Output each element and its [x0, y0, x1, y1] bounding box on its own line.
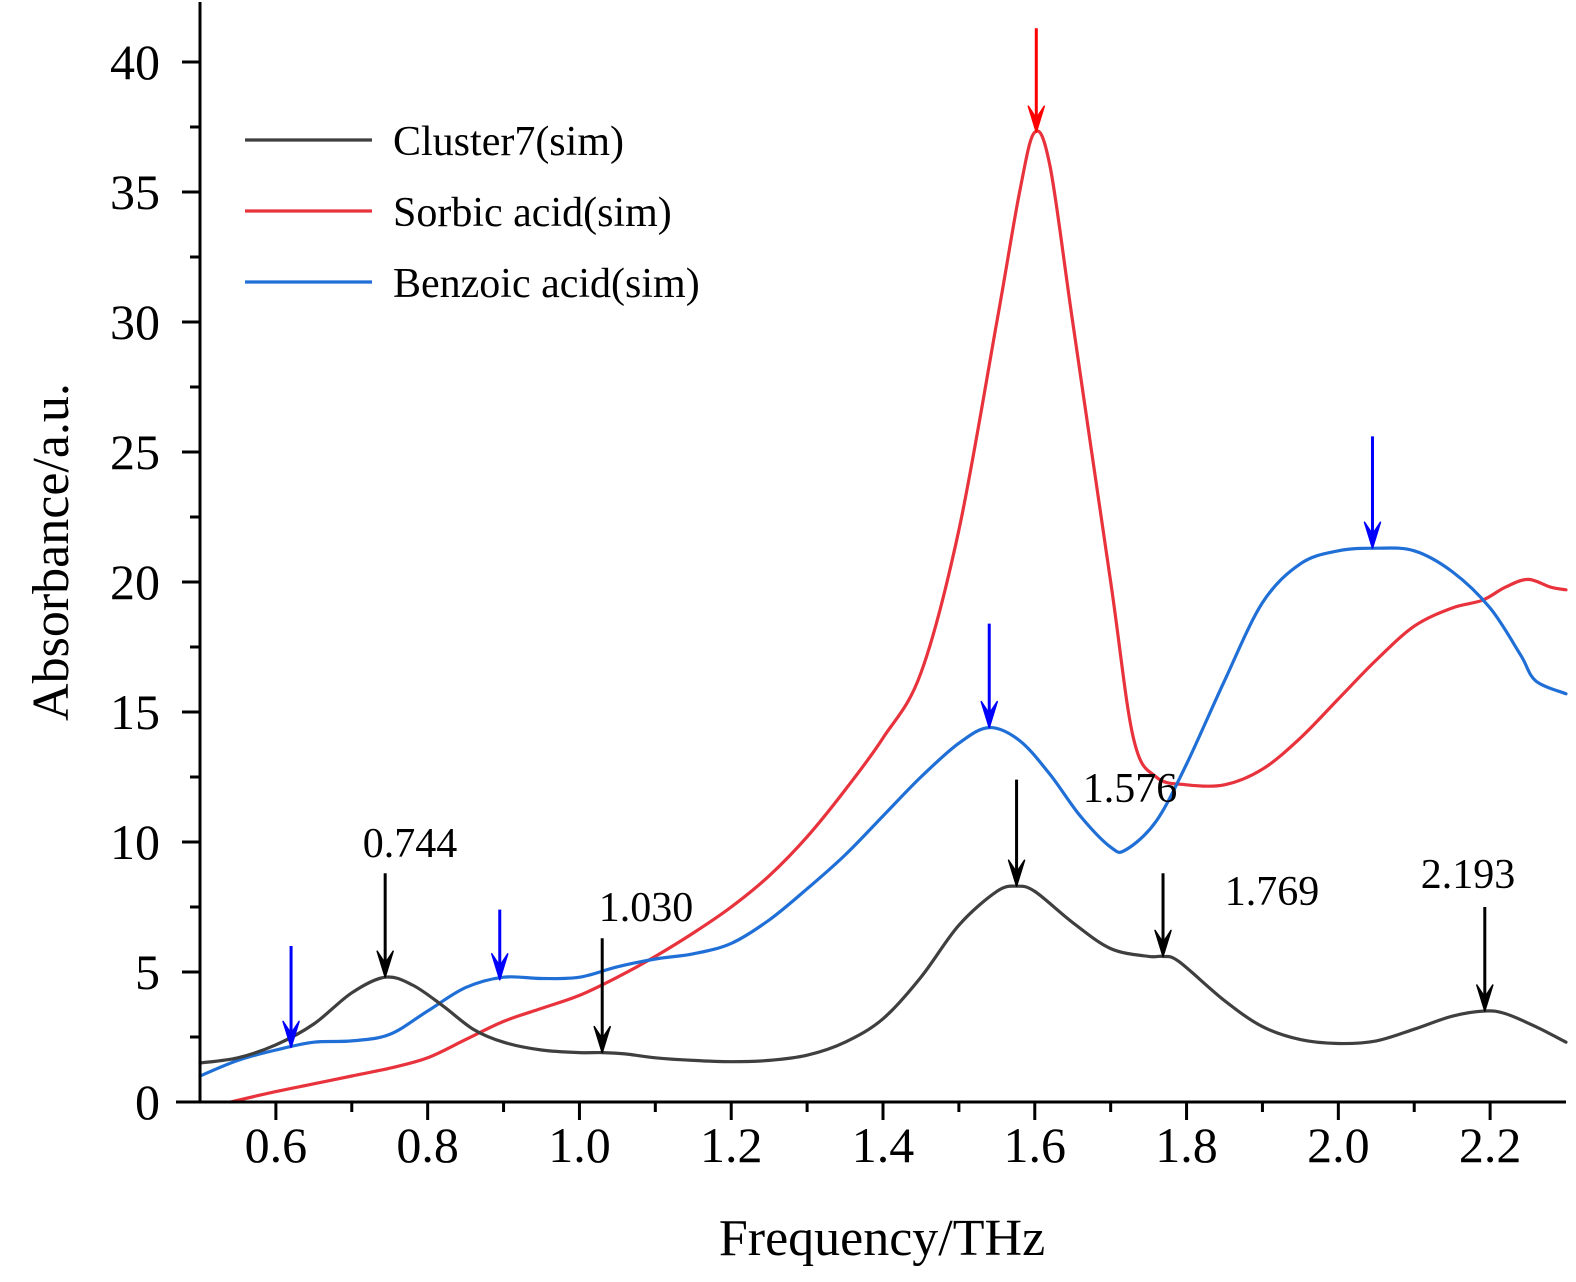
x-tick-label-4: 1.4	[852, 1117, 915, 1173]
peak-labels: 0.744 1.030 1.576 1.769 2.193	[363, 766, 1516, 931]
peak-label-0: 0.744	[363, 821, 458, 867]
y-axis-label: Absorbance/a.u.	[23, 383, 80, 721]
x-axis-label: Frequency/THz	[719, 1210, 1045, 1267]
x-tick-label-0: 0.6	[245, 1117, 308, 1173]
arrow-head-2	[1007, 859, 1026, 887]
arrow-head-9	[1027, 105, 1046, 133]
y-tick-label-6: 30	[110, 294, 160, 350]
x-tick-label-8: 2.2	[1459, 1117, 1522, 1173]
legend: Cluster7(sim) Sorbic acid(sim) Benzoic aci…	[245, 119, 700, 307]
legend-label-0: Cluster7(sim)	[393, 119, 624, 165]
arrow-head-8	[1363, 521, 1382, 549]
series-line-1	[228, 129, 1568, 1104]
arrow-head-1	[593, 1025, 611, 1054]
x-tick-label-6: 1.8	[1155, 1117, 1218, 1173]
x-tick-label-1: 0.8	[396, 1117, 459, 1173]
arrow-head-0	[376, 950, 394, 978]
x-tick-label-7: 2.0	[1307, 1117, 1370, 1173]
arrow-head-3	[1154, 929, 1172, 958]
axes	[176, 2, 1566, 1104]
peak-arrows	[282, 28, 1494, 1054]
x-ticks: 0.6 0.8 1.0 1.2 1.4 1.6 1.8 2.0 2.2	[245, 1102, 1522, 1173]
peak-label-1: 1.030	[599, 885, 694, 931]
series-line-0	[198, 884, 1568, 1065]
y-tick-label-2: 10	[110, 814, 160, 870]
y-tick-label-7: 35	[110, 164, 160, 220]
arrow-head-6	[491, 953, 509, 981]
x-tick-label-3: 1.2	[700, 1117, 763, 1173]
y-tick-label-8: 40	[110, 34, 160, 90]
legend-label-2: Benzoic acid(sim)	[393, 261, 700, 307]
y-tick-label-0: 0	[135, 1074, 160, 1130]
arrow-head-5	[282, 1020, 300, 1049]
series-line-2	[198, 546, 1568, 1078]
peak-label-3: 1.769	[1225, 869, 1320, 915]
x-tick-label-5: 1.6	[1004, 1117, 1067, 1173]
peak-label-2: 1.576	[1083, 766, 1178, 812]
legend-label-1: Sorbic acid(sim)	[393, 190, 672, 236]
peak-label-4: 2.193	[1421, 852, 1516, 898]
y-tick-label-3: 15	[110, 684, 160, 740]
y-tick-label-1: 5	[135, 944, 160, 1000]
arrow-head-4	[1476, 984, 1494, 1012]
curves	[198, 129, 1568, 1104]
arrow-head-7	[980, 700, 998, 729]
y-tick-label-4: 20	[110, 554, 160, 610]
y-tick-label-5: 25	[110, 424, 160, 480]
x-tick-label-2: 1.0	[548, 1117, 611, 1173]
y-ticks: 0 5 10 15 20 25 30 35 40	[110, 34, 200, 1130]
